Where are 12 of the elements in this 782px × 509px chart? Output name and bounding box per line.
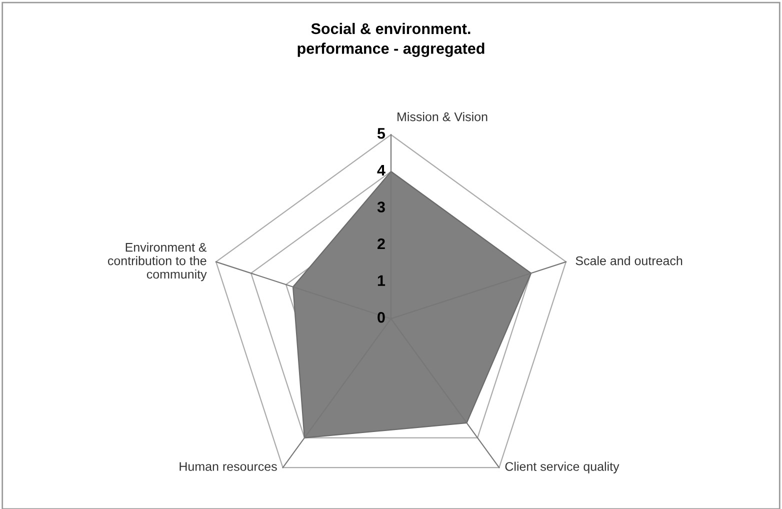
chart-title: Social & environment. performance - aggregated: [298, 22, 484, 57]
y-tick-label: 0: [378, 312, 385, 323]
y-tick-label: 2: [378, 238, 385, 250]
spoke-label: Environment & contribution to the community: [108, 242, 207, 282]
spoke-label: Client service quality: [505, 462, 620, 474]
y-tick-label: 1: [378, 275, 386, 286]
spoke-label: Mission & Vision: [398, 112, 488, 122]
spoke-label: Scale and outreach: [576, 256, 682, 266]
y-tick-label: 5: [377, 128, 386, 139]
spoke-label: Human resources: [180, 462, 277, 471]
y-tick-label: 3: [377, 202, 385, 212]
y-tick-label: 4: [377, 164, 386, 176]
